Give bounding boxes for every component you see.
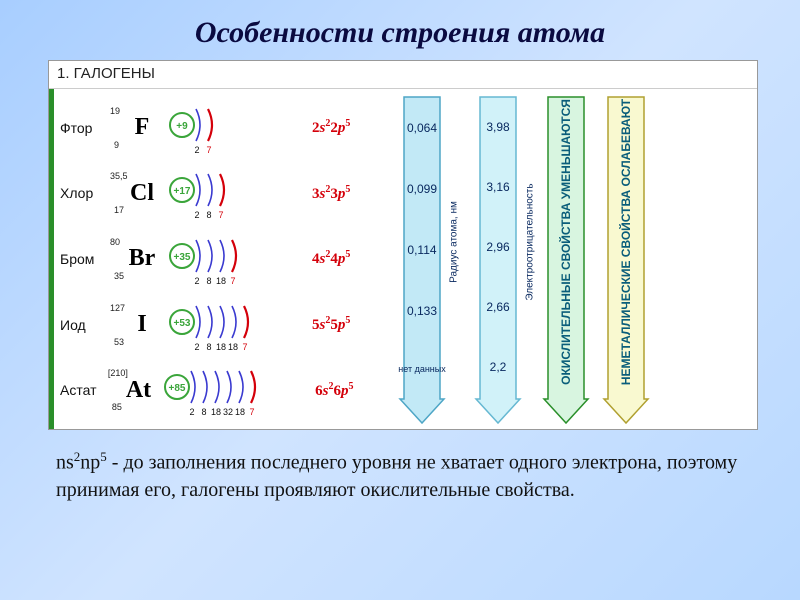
svg-text:2: 2 bbox=[194, 210, 199, 220]
element-symbol-block: [210]85At bbox=[104, 366, 161, 414]
element-name: Астат bbox=[58, 382, 104, 398]
svg-text:2: 2 bbox=[194, 276, 199, 286]
svg-text:2: 2 bbox=[190, 407, 195, 417]
electron-config: 4s24p5 bbox=[312, 249, 380, 268]
svg-text:+35: +35 bbox=[174, 252, 191, 263]
element-symbol-block: 35,517Cl bbox=[106, 169, 166, 217]
shell-diagram: +9 27 bbox=[166, 99, 312, 157]
arrow-label: НЕМЕТАЛЛИЧЕСКИЕ СВОЙСТВА ОСЛАБЕВАЮТ bbox=[619, 99, 633, 385]
footnote: ns2np5 - до заполнения последнего уровня… bbox=[56, 448, 744, 504]
svg-text:7: 7 bbox=[206, 145, 211, 155]
shell-diagram: +17 287 bbox=[166, 164, 312, 222]
svg-text:+9: +9 bbox=[176, 121, 188, 132]
element-name: Иод bbox=[58, 317, 106, 333]
svg-text:18: 18 bbox=[235, 407, 245, 417]
element-row: Хлор35,517Cl +17 287 3s23p5 bbox=[58, 162, 380, 224]
trend-arrow: 0,0640,0990,1140,133нет данныхРадиус ато… bbox=[384, 89, 460, 429]
svg-text:+85: +85 bbox=[169, 383, 186, 394]
arrow-label: Электроотрицательность bbox=[525, 183, 536, 300]
slide-title: Особенности строения атома bbox=[28, 16, 772, 50]
element-row: Иод12753I +53 28 1818 7 5s25p5 bbox=[58, 294, 380, 356]
element-name: Хлор bbox=[58, 185, 106, 201]
svg-text:8: 8 bbox=[202, 407, 207, 417]
svg-text:32: 32 bbox=[223, 407, 233, 417]
electron-config: 2s22p5 bbox=[312, 118, 380, 137]
svg-text:2: 2 bbox=[194, 342, 199, 352]
section-header: 1. ГАЛОГЕНЫ bbox=[49, 61, 757, 89]
svg-text:+53: +53 bbox=[174, 318, 191, 329]
shell-diagram-icon: +9 27 bbox=[166, 99, 248, 157]
svg-text:18: 18 bbox=[216, 276, 226, 286]
element-name: Фтор bbox=[58, 120, 106, 136]
trend-arrow: НЕМЕТАЛЛИЧЕСКИЕ СВОЙСТВА ОСЛАБЕВАЮТ bbox=[596, 89, 656, 429]
content-row: Фтор199F+9272s22p5Хлор35,517Cl+172873s23… bbox=[49, 89, 757, 429]
shell-diagram-icon: +85 28 183218 7 bbox=[161, 361, 315, 419]
shell-diagram: +85 28 183218 7 bbox=[161, 361, 315, 419]
svg-text:+17: +17 bbox=[174, 186, 191, 197]
element-symbol-block: 8035Br bbox=[106, 235, 166, 283]
svg-text:18: 18 bbox=[216, 342, 226, 352]
trend-arrow: ОКИСЛИТЕЛЬНЫЕ СВОЙСТВА УМЕНЬШАЮТСЯ bbox=[536, 89, 596, 429]
svg-text:8: 8 bbox=[206, 342, 211, 352]
electron-config: 5s25p5 bbox=[312, 315, 380, 334]
element-row: Фтор199F +9 27 2s22p5 bbox=[58, 97, 380, 159]
element-row: Бром8035Br +35 28 18 7 4s24p5 bbox=[58, 228, 380, 290]
element-symbol-block: 199F bbox=[106, 104, 166, 152]
trend-arrow: 3,983,162,962,662,2Электроотрицательност… bbox=[460, 89, 536, 429]
svg-text:18: 18 bbox=[228, 342, 238, 352]
arrow-label: ОКИСЛИТЕЛЬНЫЕ СВОЙСТВА УМЕНЬШАЮТСЯ bbox=[559, 99, 573, 385]
svg-text:7: 7 bbox=[218, 210, 223, 220]
svg-text:7: 7 bbox=[230, 276, 235, 286]
arrow-label: Радиус атома, нм bbox=[449, 201, 460, 283]
elements-column: Фтор199F+9272s22p5Хлор35,517Cl+172873s23… bbox=[54, 89, 384, 429]
svg-text:8: 8 bbox=[206, 276, 211, 286]
shell-diagram: +53 28 1818 7 bbox=[166, 296, 312, 354]
shell-diagram-icon: +35 28 18 7 bbox=[166, 230, 284, 288]
element-symbol-block: 12753I bbox=[106, 301, 166, 349]
halogens-card: 1. ГАЛОГЕНЫ Фтор199F+9272s22p5Хлор35,517… bbox=[48, 60, 758, 430]
svg-text:2: 2 bbox=[194, 145, 199, 155]
svg-text:7: 7 bbox=[242, 342, 247, 352]
shell-diagram-icon: +17 287 bbox=[166, 164, 266, 222]
electron-config: 3s23p5 bbox=[312, 184, 380, 203]
electron-config: 6s26p5 bbox=[315, 381, 380, 400]
svg-text:18: 18 bbox=[211, 407, 221, 417]
svg-text:7: 7 bbox=[250, 407, 255, 417]
shell-diagram: +35 28 18 7 bbox=[166, 230, 312, 288]
shell-diagram-icon: +53 28 1818 7 bbox=[166, 296, 302, 354]
arrows-host: 0,0640,0990,1140,133нет данныхРадиус ато… bbox=[384, 89, 757, 429]
svg-text:8: 8 bbox=[206, 210, 211, 220]
element-name: Бром bbox=[58, 251, 106, 267]
element-row: Астат[210]85At +85 28 183218 7 6s26p5 bbox=[58, 359, 380, 421]
